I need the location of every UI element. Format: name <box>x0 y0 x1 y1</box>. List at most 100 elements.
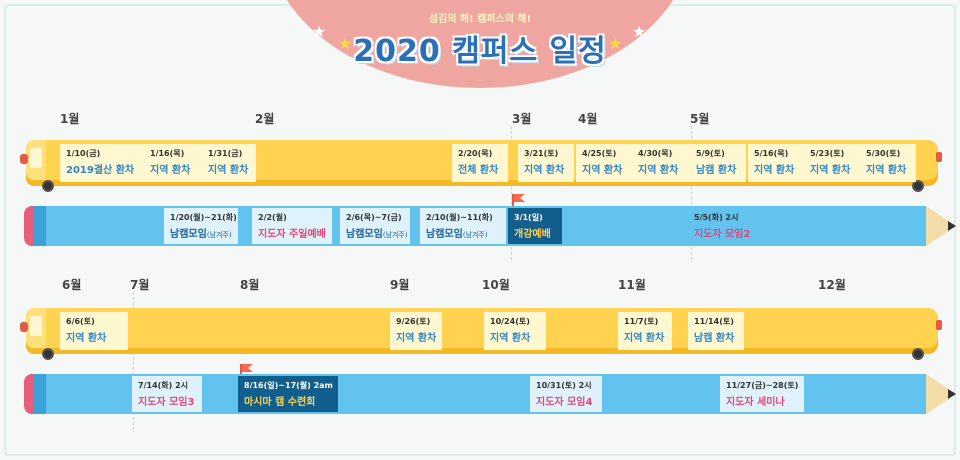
schedule-card[interactable]: 1/10(금) 2019결산 환차 <box>60 144 144 182</box>
event-card[interactable]: 7/14(화) 2시 지도자 모임3 <box>132 376 202 412</box>
month-label: 6월 <box>62 278 82 292</box>
card-name: 지역 환차 <box>66 333 107 344</box>
event-card[interactable]: 1/20(월)~21(화) 남캠모임(남겨주) <box>164 208 238 244</box>
wheel-icon <box>912 348 924 360</box>
pencil-band <box>34 374 46 414</box>
schedule-card[interactable]: 9/26(토) 지역 환차 <box>390 312 442 350</box>
schedule-card[interactable]: 11/14(토) 남캠 환차 <box>688 312 744 350</box>
event-card[interactable]: 11/27(금)~28(토) 지도자 세미나 <box>720 376 804 412</box>
card-name: 지역 환차 <box>866 165 907 176</box>
card-name: 남캠 환차 <box>696 165 737 176</box>
schedule-card[interactable]: 2/20(목) 전체 환차 <box>452 144 508 182</box>
pencil-timeline: 7/14(화) 2시 지도자 모임3 8/16(일)~17(월) 2am 마시마 캠… <box>24 374 956 414</box>
card-name: 지도자 모임4 <box>536 397 593 408</box>
event-card[interactable]: 2/10(월)~11(화) 남캠모임(남겨주) <box>420 208 506 244</box>
card-name: 지도자 모임3 <box>138 397 195 408</box>
bus-headlight <box>20 322 28 332</box>
card-date: 2/6(목)~7(금) <box>346 213 402 222</box>
card-name: 남캠 환차 <box>694 333 735 344</box>
pencil-eraser <box>24 374 34 414</box>
month-guide-line <box>511 126 512 260</box>
card-name: 지역 환차 <box>582 165 623 176</box>
month-label: 7월 <box>130 278 150 292</box>
card-name: 남캠모임(남겨주) <box>346 229 408 240</box>
card-name: 지역 환차 <box>810 165 851 176</box>
month-guide-line <box>133 292 134 430</box>
schedule-card[interactable]: 11/7(토) 지역 환차 <box>618 312 672 350</box>
card-date: 4/25(토) <box>582 149 617 158</box>
card-name: 지역 환차 <box>624 333 665 344</box>
month-label: 8월 <box>240 278 260 292</box>
schedule-card[interactable]: 6/6(토) 지역 환차 <box>60 312 128 350</box>
card-date: 1/20(월)~21(화) <box>170 213 237 222</box>
pencil-lead <box>948 221 956 231</box>
card-date: 11/7(토) <box>624 317 659 326</box>
schedule-card[interactable]: 1/16(목) 지역 환차 <box>144 144 202 182</box>
card-name: 2019결산 환차 <box>66 165 135 176</box>
card-date: 3/21(토) <box>524 149 559 158</box>
card-date: 5/16(목) <box>754 149 789 158</box>
page-title: 2020 캠퍼스 일정 <box>353 34 607 69</box>
card-name: 지도자 모임2 <box>694 229 751 240</box>
card-name: 지역 환차 <box>638 165 679 176</box>
schedule-card[interactable]: 4/30(목) 지역 환차 <box>632 144 690 182</box>
wheel-icon <box>912 180 924 192</box>
card-date: 5/5(화) 2시 <box>694 213 739 222</box>
card-date: 6/6(토) <box>66 317 95 326</box>
month-label: 4월 <box>578 112 598 126</box>
schedule-card[interactable]: 1/31(금) 지역 환차 <box>202 144 256 182</box>
card-date: 2/2(월) <box>258 213 287 222</box>
month-label: 12월 <box>818 278 846 292</box>
card-date: 10/24(토) <box>490 317 530 326</box>
month-label: 2월 <box>255 112 275 126</box>
bus-taillight <box>936 152 942 162</box>
month-label: 5월 <box>690 112 710 126</box>
bus-timeline: 1/10(금) 2019결산 환차 1/16(목) 지역 환차 1/31(금) 지역 … <box>20 140 942 192</box>
bus-timeline: 6/6(토) 지역 환차 9/26(토) 지역 환차 10/24(토) 지역 환차 1… <box>20 308 942 360</box>
flag-icon <box>512 194 525 208</box>
star-icon: ★ <box>632 22 647 41</box>
event-card[interactable]: 3/1(일) 개강예배 <box>508 208 562 244</box>
card-name: 지역 환차 <box>490 333 531 344</box>
schedule-card[interactable]: 5/9(토) 남캠 환차 <box>690 144 746 182</box>
card-name: 지역 환차 <box>150 165 191 176</box>
flag-icon <box>240 364 253 378</box>
event-card[interactable]: 8/16(일)~17(월) 2am 마시마 캠 수련회 <box>238 376 338 412</box>
month-guide-line <box>691 126 692 260</box>
bus-front <box>26 140 46 180</box>
card-date: 2/20(목) <box>458 149 493 158</box>
schedule-card[interactable]: 3/21(토) 지역 환차 <box>518 144 574 182</box>
month-label: 1월 <box>60 112 80 126</box>
card-name: 지역 환차 <box>396 333 437 344</box>
schedule-card[interactable]: 4/25(토) 지역 환차 <box>576 144 632 182</box>
card-date: 11/27(금)~28(토) <box>726 381 799 390</box>
event-card[interactable]: 2/6(목)~7(금) 남캠모임(남겨주) <box>340 208 410 244</box>
card-date: 10/31(토) 2시 <box>536 381 592 390</box>
bus-taillight <box>936 320 942 330</box>
card-name: 지역 환차 <box>208 165 249 176</box>
card-date: 9/26(토) <box>396 317 431 326</box>
card-date: 4/30(목) <box>638 149 673 158</box>
schedule-card[interactable]: 5/23(토) 지역 환차 <box>804 144 860 182</box>
schedule-card[interactable]: 10/24(토) 지역 환차 <box>484 312 546 350</box>
month-label: 9월 <box>390 278 410 292</box>
card-name: 개강예배 <box>514 229 551 240</box>
subtitle: 섬김의 해! 캠퍼스의 해! <box>428 14 532 25</box>
bus-headlight <box>20 154 28 164</box>
card-date: 1/31(금) <box>208 149 243 158</box>
card-name: 지도자 세미나 <box>726 397 785 408</box>
card-date: 5/9(토) <box>696 149 725 158</box>
card-name: 지역 환차 <box>524 165 565 176</box>
event-card[interactable]: 2/2(월) 지도자 주일예배 <box>252 208 332 244</box>
card-name: 남캠모임(남겨주) <box>426 229 488 240</box>
card-date: 2/10(월)~11(화) <box>426 213 493 222</box>
star-icon: ★ <box>338 34 353 53</box>
schedule-card[interactable]: 5/30(토) 지역 환차 <box>860 144 916 182</box>
card-date: 1/10(금) <box>66 149 101 158</box>
star-icon: ★ <box>312 22 327 41</box>
schedule-card[interactable]: 5/16(목) 지역 환차 <box>748 144 804 182</box>
bus-window <box>30 148 42 168</box>
pencil-timeline: 1/20(월)~21(화) 남캠모임(남겨주) 2/2(월) 지도자 주일예배 2/… <box>24 206 956 246</box>
